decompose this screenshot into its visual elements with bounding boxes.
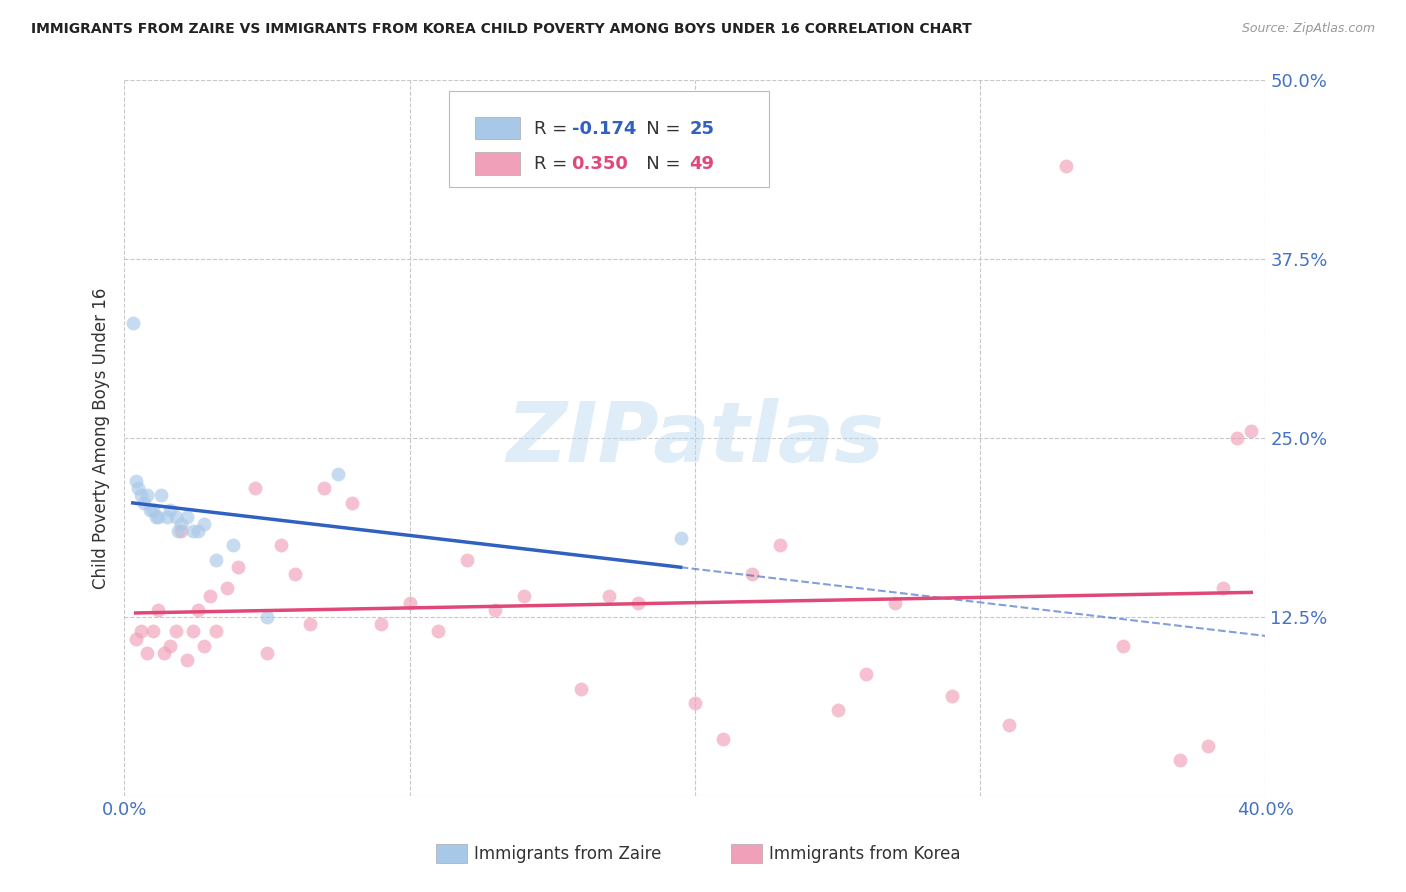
Point: [1112, 639, 1135, 653]
Point: [1197, 739, 1219, 753]
Point: [124, 474, 146, 488]
Point: [134, 495, 156, 509]
Point: [198, 589, 221, 603]
Text: 25: 25: [689, 120, 714, 137]
Point: [256, 646, 278, 660]
Point: [245, 481, 267, 495]
Point: [131, 488, 153, 502]
Text: R =: R =: [534, 120, 572, 137]
Point: [165, 509, 187, 524]
Point: [669, 532, 692, 546]
Point: [165, 624, 187, 639]
Text: Source: ZipAtlas.com: Source: ZipAtlas.com: [1241, 22, 1375, 36]
Text: -0.174: -0.174: [572, 120, 636, 137]
Point: [713, 731, 735, 746]
Point: [1226, 431, 1249, 445]
Point: [997, 717, 1019, 731]
Point: [1054, 159, 1077, 173]
Point: [1212, 582, 1234, 596]
Point: [855, 667, 877, 681]
Point: [167, 524, 190, 538]
Point: [598, 589, 620, 603]
Point: [512, 589, 534, 603]
Point: [270, 539, 292, 553]
Point: [769, 539, 792, 553]
Point: [170, 516, 193, 531]
Point: [298, 617, 321, 632]
Point: [484, 603, 506, 617]
Point: [159, 502, 181, 516]
Point: [187, 603, 209, 617]
Point: [131, 624, 153, 639]
Point: [398, 596, 420, 610]
FancyBboxPatch shape: [450, 91, 769, 187]
Point: [193, 639, 215, 653]
Point: [142, 624, 165, 639]
Point: [159, 639, 181, 653]
Point: [145, 509, 167, 524]
Point: [148, 509, 170, 524]
Point: [427, 624, 450, 639]
Text: Immigrants from Zaire: Immigrants from Zaire: [474, 845, 661, 863]
Point: [124, 632, 146, 646]
Point: [256, 610, 278, 624]
Point: [187, 524, 209, 538]
Y-axis label: Child Poverty Among Boys Under 16: Child Poverty Among Boys Under 16: [93, 287, 110, 589]
Point: [150, 488, 173, 502]
Point: [170, 524, 193, 538]
Point: [204, 624, 226, 639]
Point: [228, 560, 250, 574]
FancyBboxPatch shape: [475, 117, 520, 139]
Point: [827, 703, 849, 717]
Point: [370, 617, 392, 632]
FancyBboxPatch shape: [475, 153, 520, 175]
Text: 0.350: 0.350: [572, 155, 628, 173]
Point: [136, 646, 159, 660]
Point: [156, 509, 179, 524]
Point: [139, 502, 162, 516]
Text: ZIPatlas: ZIPatlas: [506, 398, 884, 479]
Point: [181, 524, 204, 538]
Text: R =: R =: [534, 155, 572, 173]
Point: [193, 516, 215, 531]
Point: [215, 582, 238, 596]
Point: [741, 567, 763, 582]
Point: [221, 539, 243, 553]
Point: [941, 689, 963, 703]
Point: [883, 596, 905, 610]
Point: [127, 481, 149, 495]
Point: [456, 553, 478, 567]
Point: [342, 495, 364, 509]
Point: [312, 481, 335, 495]
Point: [176, 509, 198, 524]
Text: Immigrants from Korea: Immigrants from Korea: [769, 845, 960, 863]
Point: [569, 681, 592, 696]
Text: 49: 49: [689, 155, 714, 173]
Point: [284, 567, 307, 582]
Point: [683, 696, 706, 710]
Point: [136, 488, 159, 502]
Point: [1240, 424, 1263, 438]
Point: [176, 653, 198, 667]
Point: [1168, 753, 1191, 767]
Point: [328, 467, 350, 481]
Point: [627, 596, 650, 610]
Point: [181, 624, 204, 639]
Point: [148, 603, 170, 617]
Text: N =: N =: [628, 120, 686, 137]
Point: [153, 646, 176, 660]
Point: [121, 317, 143, 331]
Point: [204, 553, 226, 567]
Point: [142, 502, 165, 516]
Text: N =: N =: [628, 155, 686, 173]
Text: IMMIGRANTS FROM ZAIRE VS IMMIGRANTS FROM KOREA CHILD POVERTY AMONG BOYS UNDER 16: IMMIGRANTS FROM ZAIRE VS IMMIGRANTS FROM…: [31, 22, 972, 37]
